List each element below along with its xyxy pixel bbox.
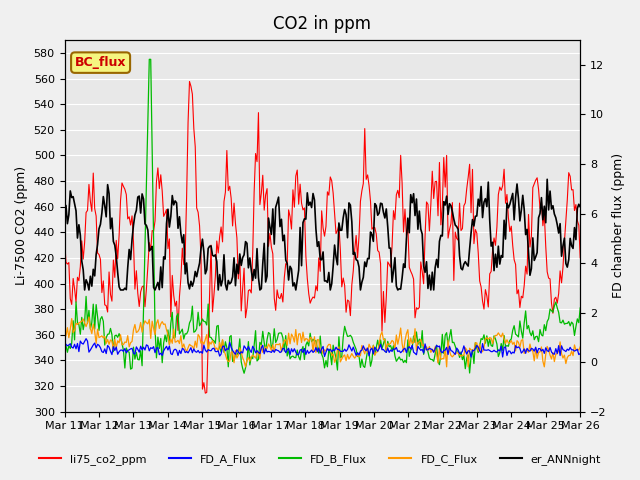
Legend: li75_co2_ppm, FD_A_Flux, FD_B_Flux, FD_C_Flux, er_ANNnight: li75_co2_ppm, FD_A_Flux, FD_B_Flux, FD_C… bbox=[35, 450, 605, 469]
Y-axis label: FD chamber flux (ppm): FD chamber flux (ppm) bbox=[612, 153, 625, 299]
Text: BC_flux: BC_flux bbox=[75, 56, 126, 69]
Title: CO2 in ppm: CO2 in ppm bbox=[273, 15, 371, 33]
Y-axis label: Li-7500 CO2 (ppm): Li-7500 CO2 (ppm) bbox=[15, 167, 28, 286]
